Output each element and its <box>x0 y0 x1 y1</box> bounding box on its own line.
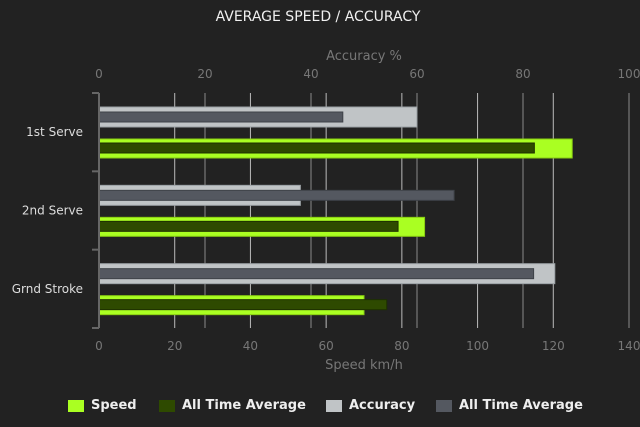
bottom-tick-label: 20 <box>167 339 182 353</box>
bottom-tick-label: 60 <box>319 339 334 353</box>
bottom-tick-label: 80 <box>394 339 409 353</box>
bottom-tick-label: 140 <box>618 339 640 353</box>
bar-all-time-average <box>98 111 344 123</box>
legend-label: All Time Average <box>459 398 583 413</box>
top-tick-label: 80 <box>515 67 530 81</box>
bar-all-time-average <box>98 142 535 154</box>
legend-label: Accuracy <box>349 398 416 413</box>
legend-label: Speed <box>91 398 137 413</box>
top-tick-label: 100 <box>618 67 640 81</box>
legend-swatch <box>159 399 175 412</box>
bottom-axis-label: Speed km/h <box>325 358 403 373</box>
legend-swatch <box>326 399 342 412</box>
chart-title: AVERAGE SPEED / ACCURACY <box>216 9 421 25</box>
legend-item-speed-average[interactable]: All Time Average <box>159 398 306 413</box>
top-tick-label: 20 <box>197 67 212 81</box>
bottom-tick-label: 0 <box>95 339 103 353</box>
legend: Speed All Time Average Accuracy All Time… <box>0 398 640 418</box>
legend-label: All Time Average <box>182 398 306 413</box>
bar-all-time-average <box>98 299 388 311</box>
bottom-tick-label: 120 <box>542 339 565 353</box>
bottom-tick-label: 100 <box>466 339 489 353</box>
category-label: 1st Serve <box>26 125 83 139</box>
top-tick-label: 40 <box>303 67 318 81</box>
top-tick-label: 60 <box>409 67 424 81</box>
legend-swatch <box>436 399 452 412</box>
category-label: Grnd Stroke <box>12 282 83 296</box>
top-axis-label: Accuracy % <box>326 49 402 64</box>
bar-all-time-average <box>98 189 455 201</box>
legend-swatch <box>68 399 84 412</box>
legend-item-accuracy[interactable]: Accuracy <box>326 398 415 413</box>
legend-item-accuracy-average[interactable]: All Time Average <box>436 398 583 413</box>
top-tick-label: 0 <box>95 67 103 81</box>
category-label: 2nd Serve <box>22 204 83 218</box>
bar-all-time-average <box>98 220 399 232</box>
bar-all-time-average <box>98 268 535 280</box>
legend-item-speed[interactable]: Speed <box>68 398 137 413</box>
bottom-tick-label: 40 <box>243 339 258 353</box>
